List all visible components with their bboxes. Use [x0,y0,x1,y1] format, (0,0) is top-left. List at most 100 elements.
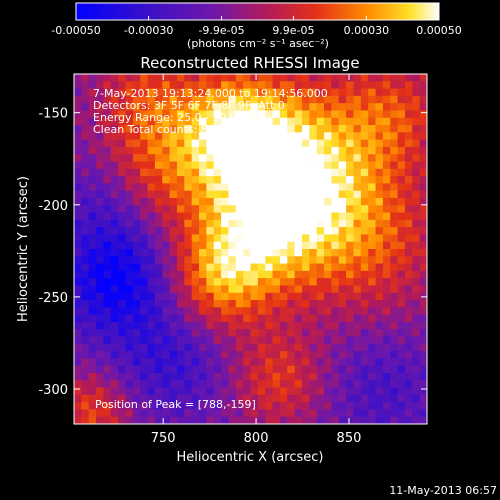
heatmap-cell [294,416,303,424]
heatmap-cell [88,219,97,228]
heatmap-cell [404,88,413,97]
heatmap-cell [331,234,340,243]
heatmap-cell [324,161,332,170]
heatmap-cell [154,88,163,97]
heatmap-cell [301,416,310,424]
heatmap-cell [382,132,391,141]
heatmap-cell [235,278,244,287]
heatmap-cell [81,212,90,221]
heatmap-cell [132,321,141,330]
heatmap-cell [118,307,127,316]
heatmap-cell [191,402,200,411]
heatmap-cell [103,329,112,338]
heatmap-cell [154,95,163,104]
heatmap-cell [419,117,427,126]
heatmap-cell [279,125,288,133]
heatmap-cell [375,212,384,221]
heatmap-cell [346,300,355,308]
heatmap-cell [228,132,237,141]
heatmap-cell [353,146,362,155]
heatmap-cell [96,263,105,272]
colorbar-tick-label: 0.00050 [416,24,462,37]
heatmap-cell [235,351,244,359]
heatmap-cell [404,117,413,126]
heatmap-cell [250,132,259,141]
heatmap-cell [162,132,171,141]
heatmap-cell [353,387,362,396]
heatmap-cell [331,212,340,221]
heatmap-cell [279,176,288,184]
heatmap-cell [221,278,230,287]
heatmap-cell [81,219,90,228]
heatmap-cell [243,74,252,82]
heatmap-cell [397,314,406,323]
heatmap-cell [81,241,90,250]
heatmap-cell [162,256,171,265]
heatmap-cell [287,234,296,243]
heatmap-cell [346,292,355,301]
heatmap-cell [316,351,325,359]
heatmap-cell [346,256,355,265]
heatmap-cell [191,161,200,170]
heatmap-cell [125,161,134,170]
heatmap-cell [360,88,369,97]
heatmap-cell [176,161,185,170]
heatmap-cell [118,146,127,155]
heatmap-cell [294,212,303,221]
heatmap-cell [169,380,178,389]
heatmap-cell [213,380,222,389]
heatmap-cell [184,292,193,301]
heatmap-cell [169,329,178,338]
heatmap-cell [191,409,200,418]
heatmap-cell [176,146,185,155]
heatmap-cell [382,321,391,330]
colorbar: -0.00050 -0.00030 -9.9e-05 9.9e-05 0.00030 0.… [51,2,462,50]
heatmap-cell [272,227,281,236]
heatmap-cell [257,190,266,199]
heatmap-cell [88,103,97,112]
x-axis: 750 800 850 [151,74,361,446]
heatmap-cell [272,241,281,250]
heatmap-cell [74,387,82,396]
heatmap-cell [132,139,141,148]
heatmap-cell [390,74,399,82]
heatmap-cell [132,74,141,82]
heatmap-cell [338,343,347,352]
heatmap-cell [132,343,141,352]
heatmap-cell [279,190,288,199]
heatmap-cell [235,219,244,228]
heatmap-cell [412,292,421,301]
heatmap-cell [316,285,325,294]
heatmap-cell [419,161,427,170]
heatmap-cell [390,110,399,119]
heatmap-cell [412,168,421,177]
heatmap-cell [272,146,281,155]
heatmap-cell [301,270,310,279]
heatmap-cell [74,300,82,308]
heatmap-cell [96,146,105,155]
heatmap-cell [88,351,97,359]
heatmap-cell [390,380,399,389]
heatmap-cell [265,95,274,104]
heatmap-cell [184,249,193,257]
heatmap-cell [279,416,288,424]
heatmap-cell [404,241,413,250]
heatmap-cell [324,205,332,214]
heatmap-cell [375,372,384,381]
heatmap-cell [309,416,318,424]
heatmap-cell [287,292,296,301]
heatmap-cell [390,358,399,367]
heatmap-cell [243,125,252,133]
heatmap-cell [368,161,377,170]
heatmap-cell [346,358,355,367]
heatmap-cell [132,394,141,403]
heatmap-cell [213,372,222,381]
heatmap-cell [397,241,406,250]
heatmap-cell [235,300,244,308]
heatmap-cell [221,321,230,330]
heatmap-cell [346,285,355,294]
heatmap-cell [88,249,97,257]
heatmap-cell [272,154,281,163]
heatmap-cell [265,190,274,199]
y-tick-label: -250 [38,291,68,306]
